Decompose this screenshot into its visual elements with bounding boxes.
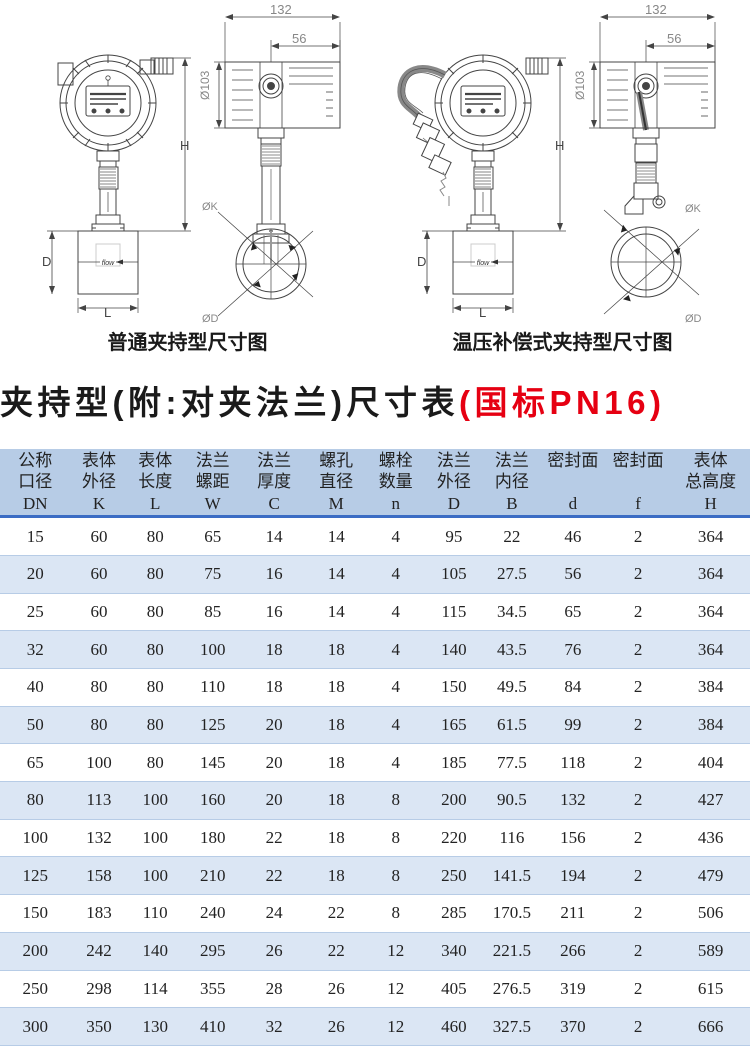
svg-text:56: 56 [667,31,681,46]
svg-text:flow: flow [102,260,115,267]
svg-text:ØD: ØD [685,313,702,325]
svg-text:L: L [104,305,111,320]
svg-text:56: 56 [292,31,306,46]
svg-text:Ø103: Ø103 [198,70,212,100]
svg-text:flow: flow [477,260,490,267]
svg-text:H: H [180,138,189,153]
svg-text:ØD: ØD [202,313,219,325]
svg-text:132: 132 [270,2,292,17]
svg-text:Ø103: Ø103 [573,70,587,100]
svg-text:D: D [42,254,51,269]
svg-text:132: 132 [645,2,667,17]
svg-text:D: D [417,254,426,269]
svg-text:ØK: ØK [685,203,702,215]
svg-text:H: H [555,138,564,153]
svg-text:L: L [479,305,486,320]
svg-text:ØK: ØK [202,201,219,213]
